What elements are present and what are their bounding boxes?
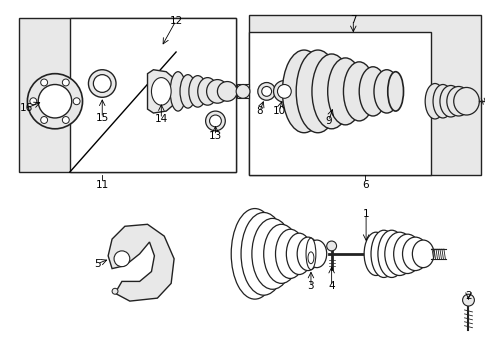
Ellipse shape [188, 76, 206, 107]
Ellipse shape [180, 75, 195, 108]
Text: 8: 8 [256, 106, 263, 116]
Text: 10: 10 [272, 106, 285, 116]
Ellipse shape [217, 82, 237, 101]
Ellipse shape [446, 86, 469, 116]
Circle shape [209, 115, 221, 127]
Ellipse shape [305, 238, 315, 270]
Ellipse shape [373, 70, 399, 113]
Ellipse shape [411, 240, 433, 267]
Ellipse shape [343, 62, 374, 121]
Circle shape [27, 74, 82, 129]
Circle shape [114, 251, 129, 267]
Circle shape [205, 111, 225, 131]
Circle shape [257, 82, 275, 100]
Text: 5: 5 [94, 259, 101, 269]
Ellipse shape [402, 237, 427, 271]
Ellipse shape [263, 224, 299, 283]
Ellipse shape [307, 252, 313, 264]
Text: 16: 16 [20, 103, 33, 113]
Circle shape [236, 85, 249, 98]
Circle shape [41, 79, 47, 86]
Ellipse shape [306, 240, 326, 267]
Ellipse shape [387, 72, 403, 111]
Ellipse shape [424, 84, 444, 119]
Ellipse shape [170, 72, 185, 111]
Ellipse shape [197, 78, 217, 105]
Text: 12: 12 [169, 15, 183, 26]
Circle shape [462, 294, 473, 306]
Ellipse shape [377, 230, 405, 278]
Text: 1: 1 [362, 210, 368, 220]
Ellipse shape [384, 232, 413, 275]
Circle shape [73, 98, 80, 105]
Bar [248, 15, 480, 175]
Bar [70, 18, 236, 172]
Text: 4: 4 [327, 281, 334, 291]
Circle shape [277, 85, 291, 98]
Ellipse shape [364, 232, 387, 275]
Ellipse shape [439, 85, 461, 117]
Text: 6: 6 [361, 180, 367, 190]
Text: 14: 14 [154, 114, 167, 124]
Ellipse shape [370, 230, 396, 278]
Bar [19, 18, 236, 172]
Circle shape [273, 81, 295, 102]
Ellipse shape [311, 54, 350, 129]
Circle shape [30, 98, 37, 105]
Circle shape [88, 70, 116, 97]
Ellipse shape [432, 85, 452, 118]
Ellipse shape [359, 67, 386, 116]
Bar [237, 85, 248, 98]
Polygon shape [108, 224, 174, 301]
Circle shape [62, 79, 69, 86]
Ellipse shape [296, 50, 339, 133]
Circle shape [112, 288, 118, 294]
Text: 7: 7 [349, 14, 356, 24]
Text: 13: 13 [208, 131, 222, 141]
Ellipse shape [282, 50, 325, 133]
Ellipse shape [206, 80, 228, 103]
Ellipse shape [453, 87, 478, 115]
Ellipse shape [275, 229, 305, 278]
Text: 2: 2 [464, 291, 471, 301]
Ellipse shape [251, 219, 293, 289]
Circle shape [93, 75, 111, 93]
Text: 11: 11 [96, 180, 109, 190]
Circle shape [41, 117, 47, 123]
Ellipse shape [151, 78, 171, 105]
Circle shape [62, 117, 69, 123]
Ellipse shape [393, 234, 420, 274]
Bar [248, 32, 430, 175]
Text: 9: 9 [325, 116, 331, 126]
Text: 3: 3 [307, 281, 314, 291]
Text: 15: 15 [96, 113, 109, 123]
Ellipse shape [297, 237, 318, 271]
Ellipse shape [286, 233, 311, 275]
Ellipse shape [241, 212, 286, 295]
Ellipse shape [327, 58, 363, 125]
Ellipse shape [231, 208, 278, 299]
Circle shape [261, 86, 271, 96]
Circle shape [326, 241, 336, 251]
Polygon shape [147, 70, 176, 113]
Circle shape [38, 85, 72, 118]
